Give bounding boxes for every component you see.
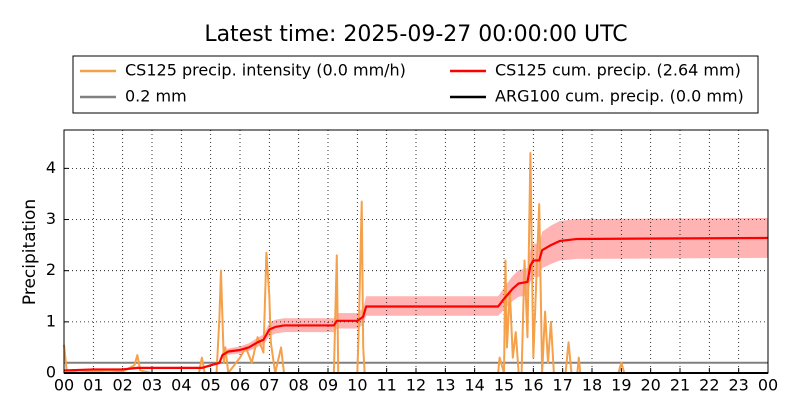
x-tick-label: 03 [142,376,162,395]
x-tick-label: 21 [670,376,690,395]
x-tick-label: 04 [171,376,191,395]
legend-label: ARG100 cum. precip. (0.0 mm) [495,87,744,106]
x-tick-label: 05 [200,376,220,395]
series-line [63,152,768,374]
x-tick-label: 11 [376,376,396,395]
plot-frame [63,129,769,374]
x-tick-label: 19 [611,376,631,395]
x-tick-label: 23 [728,376,748,395]
series-line [63,236,769,372]
x-tick-label: 18 [582,376,602,395]
legend-label: CS125 precip. intensity (0.0 mm/h) [125,61,406,80]
x-tick-label: 08 [288,376,308,395]
y-tick-label: 2 [46,260,56,279]
x-tick-label: 16 [523,376,543,395]
legend-label: CS125 cum. precip. (2.64 mm) [495,61,741,80]
x-tick-label: 22 [699,376,719,395]
y-axis-label: Precipitation [20,199,40,305]
legend-box [72,55,759,114]
uncertainty-band [64,217,768,371]
x-tick-label: 02 [112,376,132,395]
x-tick-label: 00 [54,376,74,395]
y-tick-label: 0 [46,363,56,382]
x-tick-label: 01 [83,376,103,395]
x-tick-label: 20 [640,376,660,395]
x-tick-label: 15 [494,376,514,395]
x-tick-label: 10 [347,376,367,395]
y-tick-label: 4 [46,158,56,177]
x-tick-label: 07 [259,376,279,395]
y-tick-label: 3 [46,209,56,228]
x-tick-label: 06 [230,376,250,395]
x-tick-label: 17 [552,376,572,395]
y-tick-label: 1 [46,311,56,330]
x-tick-label: 14 [464,376,484,395]
x-tick-label: 12 [406,376,426,395]
x-tick-label: 13 [435,376,455,395]
chart-title: Latest time: 2025-09-27 00:00:00 UTC [204,22,627,47]
legend-label: 0.2 mm [125,87,187,106]
x-tick-label: 09 [318,376,338,395]
x-tick-label: 00 [758,376,778,395]
